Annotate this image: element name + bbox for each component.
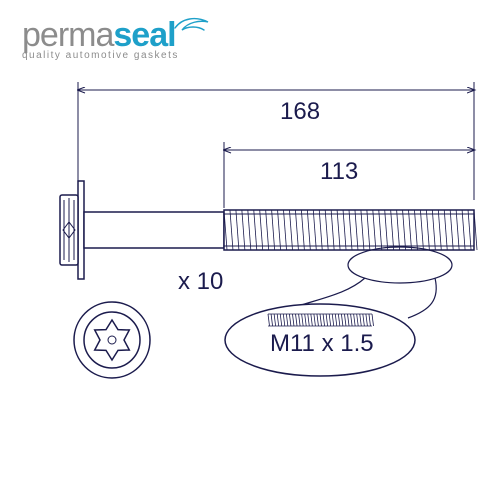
dimension-total-label: 168 (280, 98, 320, 126)
thread-spec-label: M11 x 1.5 (270, 330, 374, 358)
bolt-head-axial-view (74, 302, 150, 378)
bolt-side-view (60, 181, 477, 279)
dimension-total (78, 82, 474, 200)
bolt-diagram (0, 0, 500, 500)
bolt-thread (224, 210, 477, 250)
quantity-label: x 10 (178, 268, 223, 296)
dimension-thread-label: 113 (320, 158, 358, 186)
